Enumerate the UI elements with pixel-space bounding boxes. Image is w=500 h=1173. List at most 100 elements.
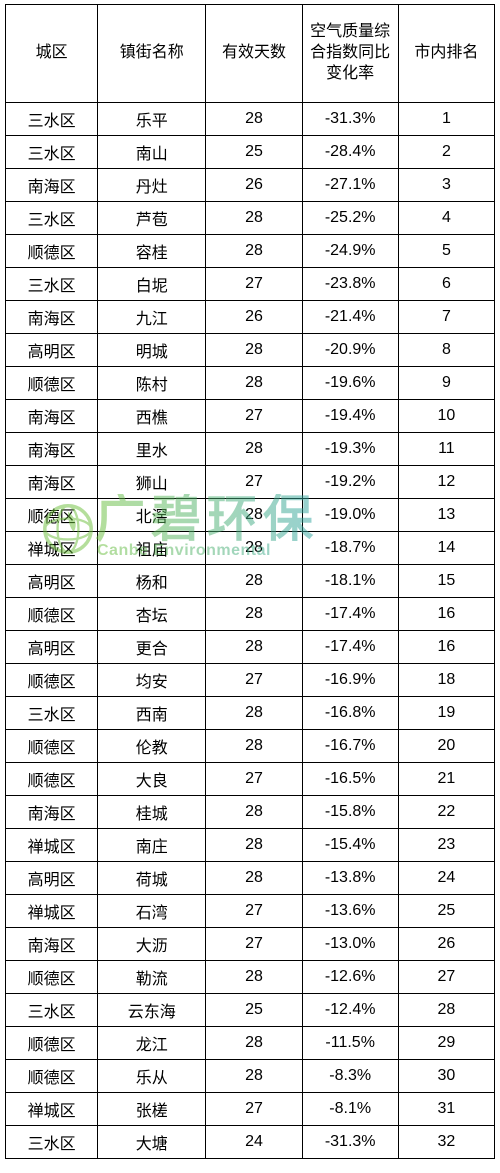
table-cell: 大塘 (98, 1126, 206, 1159)
table-row: 顺德区乐从28-8.3%30 (6, 1060, 495, 1093)
table-cell: 南海区 (6, 796, 98, 829)
table-row: 顺德区均安27-16.9%18 (6, 664, 495, 697)
table-row: 顺德区勒流28-12.6%27 (6, 961, 495, 994)
table-cell: 25 (398, 895, 494, 928)
table-cell: 禅城区 (6, 1093, 98, 1126)
table-cell: -12.4% (302, 994, 398, 1027)
table-cell: -11.5% (302, 1027, 398, 1060)
table-cell: 三水区 (6, 136, 98, 169)
table-cell: 顺德区 (6, 367, 98, 400)
table-cell: 20 (398, 730, 494, 763)
table-cell: -19.2% (302, 466, 398, 499)
table-cell: 荷城 (98, 862, 206, 895)
table-cell: 高明区 (6, 334, 98, 367)
table-cell: 龙江 (98, 1027, 206, 1060)
table-cell: -19.0% (302, 499, 398, 532)
table-cell: -12.6% (302, 961, 398, 994)
table-row: 三水区白坭27-23.8%6 (6, 268, 495, 301)
table-cell: 28 (206, 565, 302, 598)
table-cell: 顺德区 (6, 598, 98, 631)
table-cell: 1 (398, 103, 494, 136)
table-row: 南海区大沥27-13.0%26 (6, 928, 495, 961)
table-cell: 南海区 (6, 301, 98, 334)
table-cell: -13.0% (302, 928, 398, 961)
table-cell: 祖庙 (98, 532, 206, 565)
table-cell: -16.7% (302, 730, 398, 763)
table-cell: 禅城区 (6, 532, 98, 565)
table-cell: 26 (206, 301, 302, 334)
table-cell: 28 (206, 598, 302, 631)
table-cell: 24 (206, 1126, 302, 1159)
table-cell: 29 (398, 1027, 494, 1060)
table-cell: 24 (398, 862, 494, 895)
col-header-town: 镇街名称 (98, 5, 206, 103)
table-cell: 4 (398, 202, 494, 235)
table-cell: 张槎 (98, 1093, 206, 1126)
table-cell: 里水 (98, 433, 206, 466)
table-cell: 顺德区 (6, 499, 98, 532)
table-cell: -25.2% (302, 202, 398, 235)
table-cell: 三水区 (6, 994, 98, 1027)
table-cell: 乐平 (98, 103, 206, 136)
table-cell: -16.9% (302, 664, 398, 697)
table-row: 三水区芦苞28-25.2%4 (6, 202, 495, 235)
table-row: 三水区乐平28-31.3%1 (6, 103, 495, 136)
table-cell: 容桂 (98, 235, 206, 268)
table-cell: 27 (398, 961, 494, 994)
table-cell: 26 (206, 169, 302, 202)
table-head: 城区 镇街名称 有效天数 空气质量综合指数同比变化率 市内排名 (6, 5, 495, 103)
table-cell: 三水区 (6, 697, 98, 730)
table-cell: 28 (398, 994, 494, 1027)
table-cell: 丹灶 (98, 169, 206, 202)
table-cell: 27 (206, 400, 302, 433)
table-cell: -16.5% (302, 763, 398, 796)
table-cell: 高明区 (6, 631, 98, 664)
table-cell: 杏坛 (98, 598, 206, 631)
table-row: 顺德区陈村28-19.6%9 (6, 367, 495, 400)
table-cell: 禅城区 (6, 829, 98, 862)
table-cell: 西南 (98, 697, 206, 730)
table-cell: 27 (206, 664, 302, 697)
table-cell: -13.6% (302, 895, 398, 928)
table-cell: 伦教 (98, 730, 206, 763)
table-cell: 大沥 (98, 928, 206, 961)
col-header-district: 城区 (6, 5, 98, 103)
table-cell: -17.4% (302, 598, 398, 631)
table-cell: 禅城区 (6, 895, 98, 928)
table-cell: 28 (206, 1027, 302, 1060)
table-row: 高明区杨和28-18.1%15 (6, 565, 495, 598)
table-body: 三水区乐平28-31.3%1三水区南山25-28.4%2南海区丹灶26-27.1… (6, 103, 495, 1159)
table-cell: 北滘 (98, 499, 206, 532)
table-cell: 高明区 (6, 862, 98, 895)
table-cell: 16 (398, 631, 494, 664)
table-row: 南海区西樵27-19.4%10 (6, 400, 495, 433)
col-header-rank: 市内排名 (398, 5, 494, 103)
table-row: 三水区南山25-28.4%2 (6, 136, 495, 169)
table-cell: 南海区 (6, 169, 98, 202)
table-row: 顺德区杏坛28-17.4%16 (6, 598, 495, 631)
table-row: 禅城区祖庙28-18.7%14 (6, 532, 495, 565)
table-cell: 南海区 (6, 433, 98, 466)
table-cell: 2 (398, 136, 494, 169)
table-cell: 8 (398, 334, 494, 367)
table-cell: -28.4% (302, 136, 398, 169)
table-cell: 27 (206, 928, 302, 961)
table-cell: 10 (398, 400, 494, 433)
table-cell: 明城 (98, 334, 206, 367)
table-cell: 23 (398, 829, 494, 862)
table-cell: 28 (206, 334, 302, 367)
table-cell: -19.6% (302, 367, 398, 400)
table-cell: 白坭 (98, 268, 206, 301)
table-cell: 28 (206, 631, 302, 664)
table-cell: 13 (398, 499, 494, 532)
table-cell: -20.9% (302, 334, 398, 367)
table-cell: 22 (398, 796, 494, 829)
table-cell: 九江 (98, 301, 206, 334)
table-cell: -31.3% (302, 1126, 398, 1159)
table-row: 禅城区南庄28-15.4%23 (6, 829, 495, 862)
table-cell: 28 (206, 235, 302, 268)
table-row: 南海区里水28-19.3%11 (6, 433, 495, 466)
table-cell: 25 (206, 994, 302, 1027)
table-cell: 14 (398, 532, 494, 565)
table-cell: -18.7% (302, 532, 398, 565)
